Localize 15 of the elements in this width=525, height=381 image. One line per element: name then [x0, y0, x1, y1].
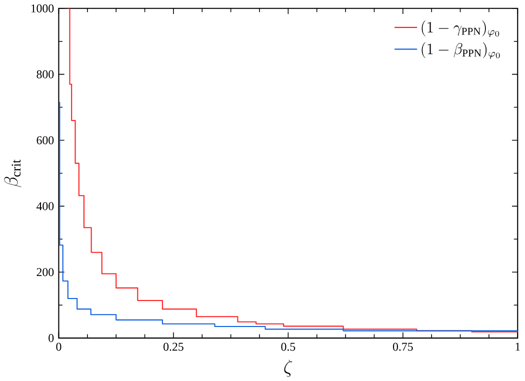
legend-label: $(1-\beta_{\rm PPN})_{\varphi_0}$ — [422, 42, 500, 59]
y-tick-label: 1000 — [31, 4, 54, 12]
x-tick-label: 1 — [516, 342, 520, 351]
y-tick-label: 200 — [36, 268, 54, 276]
y-tick-label: 600 — [36, 136, 54, 144]
x-tick-label: 0 — [56, 342, 62, 351]
y-tick-label: 0 — [48, 334, 54, 342]
x-tick-label: 0.5 — [281, 342, 296, 351]
x-tick-label: 0.75 — [392, 342, 413, 351]
y-axis-title: $\beta_{\rm crit}$ — [4, 160, 22, 187]
legend-label: $(1-\gamma_{\rm PPN})_{\varphi_0}$ — [422, 20, 500, 38]
x-tick-label: 0.25 — [164, 342, 184, 351]
y-tick-label: 400 — [36, 202, 54, 210]
x-axis-title: $\zeta$ — [284, 360, 292, 377]
y-tick-label: 800 — [36, 70, 54, 78]
